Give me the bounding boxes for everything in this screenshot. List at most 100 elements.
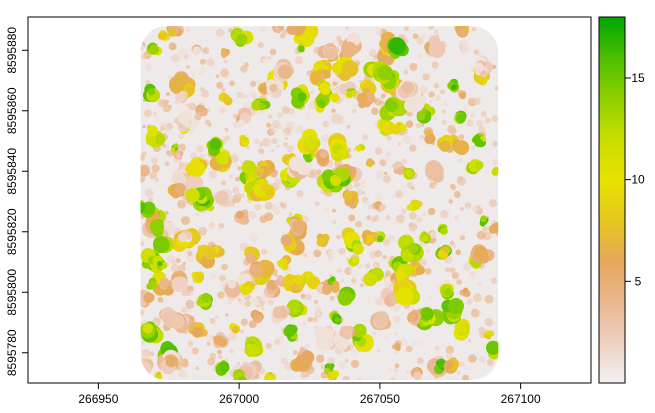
raster-cell-crown bbox=[300, 350, 315, 365]
raster-cell-low bbox=[359, 180, 367, 188]
raster-cell-low bbox=[143, 32, 147, 36]
raster-cell-low bbox=[170, 263, 180, 273]
raster-cell-crown bbox=[140, 44, 145, 51]
raster-cell-low bbox=[185, 28, 191, 33]
raster-cell-low bbox=[336, 35, 342, 41]
raster-cell-crown bbox=[265, 372, 270, 378]
raster-cell-low bbox=[409, 211, 417, 220]
raster-cell-low bbox=[267, 114, 273, 120]
raster-cell-low bbox=[268, 54, 274, 59]
raster-cell-crown bbox=[204, 247, 217, 260]
raster-cell-crown bbox=[218, 361, 230, 373]
raster-cell-crown bbox=[424, 133, 436, 145]
raster-cell-low bbox=[375, 296, 385, 306]
raster-cell-crown bbox=[342, 329, 353, 340]
raster-cell-low bbox=[151, 164, 160, 173]
raster-cell-crown bbox=[448, 298, 464, 314]
raster-cell-low bbox=[257, 42, 264, 48]
raster-cell-crown bbox=[243, 285, 252, 294]
raster-cell-low bbox=[210, 273, 217, 280]
raster-cell-crown bbox=[474, 160, 484, 170]
raster-cell-crown bbox=[394, 342, 401, 350]
raster-cell-low bbox=[244, 62, 249, 68]
raster-cell-low bbox=[201, 89, 210, 98]
raster-cell-low bbox=[450, 240, 455, 246]
raster-cell-crown bbox=[277, 26, 285, 31]
raster-cell-low bbox=[372, 215, 380, 222]
raster-cell-crown bbox=[355, 145, 362, 152]
raster-cell-low bbox=[232, 186, 239, 194]
raster-cell-crown bbox=[201, 292, 212, 303]
raster-cell-crown bbox=[366, 234, 374, 243]
raster-cell-low bbox=[428, 99, 433, 104]
raster-cell-low bbox=[372, 261, 380, 269]
raster-cell-low bbox=[445, 345, 454, 354]
raster-cell-low bbox=[140, 154, 146, 161]
raster-cell-crown bbox=[316, 237, 326, 247]
raster-cell-crown bbox=[192, 46, 202, 56]
raster-cell-low bbox=[397, 142, 402, 146]
raster-cell-crown bbox=[474, 138, 484, 148]
raster-cell-low bbox=[314, 201, 320, 207]
raster-cell-low bbox=[476, 119, 484, 128]
raster-cell-low bbox=[374, 147, 383, 156]
raster-cell-low bbox=[356, 377, 362, 380]
raster-cell-crown bbox=[346, 90, 353, 97]
raster-cell-low bbox=[449, 183, 456, 190]
legend-tick-label: 10 bbox=[631, 173, 645, 187]
raster-cell-low bbox=[464, 363, 470, 368]
raster-cell-crown bbox=[209, 138, 222, 151]
raster-cell-crown bbox=[443, 288, 452, 296]
raster-cell-crown bbox=[428, 41, 446, 58]
raster-cell-low bbox=[177, 132, 185, 140]
raster-cell-low bbox=[478, 126, 486, 134]
raster-cell-low bbox=[305, 373, 310, 378]
raster-cell-low bbox=[400, 208, 407, 215]
raster-cell-crown bbox=[269, 83, 278, 93]
x-tick-label: 267050 bbox=[360, 392, 400, 406]
raster-cell-low bbox=[433, 29, 439, 35]
raster-cell-low bbox=[385, 150, 392, 158]
raster-cell-low bbox=[229, 80, 235, 87]
raster-cell-low bbox=[345, 257, 350, 262]
raster-cell-crown bbox=[142, 362, 152, 372]
raster-cell-crown bbox=[249, 263, 263, 277]
raster-cell-crown bbox=[411, 202, 419, 209]
raster-cell-low bbox=[392, 315, 401, 324]
raster-cell-low bbox=[223, 59, 229, 64]
raster-cell-crown bbox=[331, 96, 336, 102]
raster-cell-low bbox=[157, 99, 167, 108]
raster-cell-crown bbox=[277, 64, 293, 79]
raster-cell-low bbox=[195, 366, 200, 371]
raster-cell-low bbox=[235, 163, 239, 168]
raster-cell-crown bbox=[259, 168, 265, 174]
raster-cell-low bbox=[490, 100, 497, 107]
raster-cell-low bbox=[331, 39, 337, 45]
raster-cell-low bbox=[314, 305, 321, 313]
raster-cell-crown bbox=[352, 323, 367, 338]
raster-cell-low bbox=[140, 54, 145, 60]
raster-cell-low bbox=[187, 340, 194, 347]
raster-cell-crown bbox=[266, 279, 277, 291]
raster-cell-low bbox=[384, 270, 392, 278]
raster-cell-low bbox=[301, 293, 306, 299]
raster-cell-low bbox=[331, 108, 336, 113]
raster-cell-low bbox=[194, 95, 202, 103]
raster-cell-crown bbox=[140, 205, 142, 213]
raster-cell-low bbox=[405, 120, 414, 128]
legend-colorbar bbox=[598, 16, 626, 384]
raster-cell-low bbox=[480, 111, 487, 117]
raster-cell-low bbox=[167, 167, 175, 175]
raster-cell-low bbox=[280, 357, 288, 365]
raster-cell-low bbox=[395, 190, 404, 199]
raster-cell-crown bbox=[435, 360, 441, 366]
raster-cell-crown bbox=[317, 99, 327, 109]
raster-cell-low bbox=[399, 138, 407, 145]
raster-cell-low bbox=[273, 208, 281, 215]
raster-cell-low bbox=[275, 182, 282, 189]
raster-cell-low bbox=[312, 316, 318, 323]
raster-cell-crown bbox=[213, 335, 224, 346]
raster-cell-low bbox=[140, 309, 145, 316]
raster-cell-crown bbox=[401, 81, 414, 93]
raster-cell-low bbox=[476, 51, 482, 57]
